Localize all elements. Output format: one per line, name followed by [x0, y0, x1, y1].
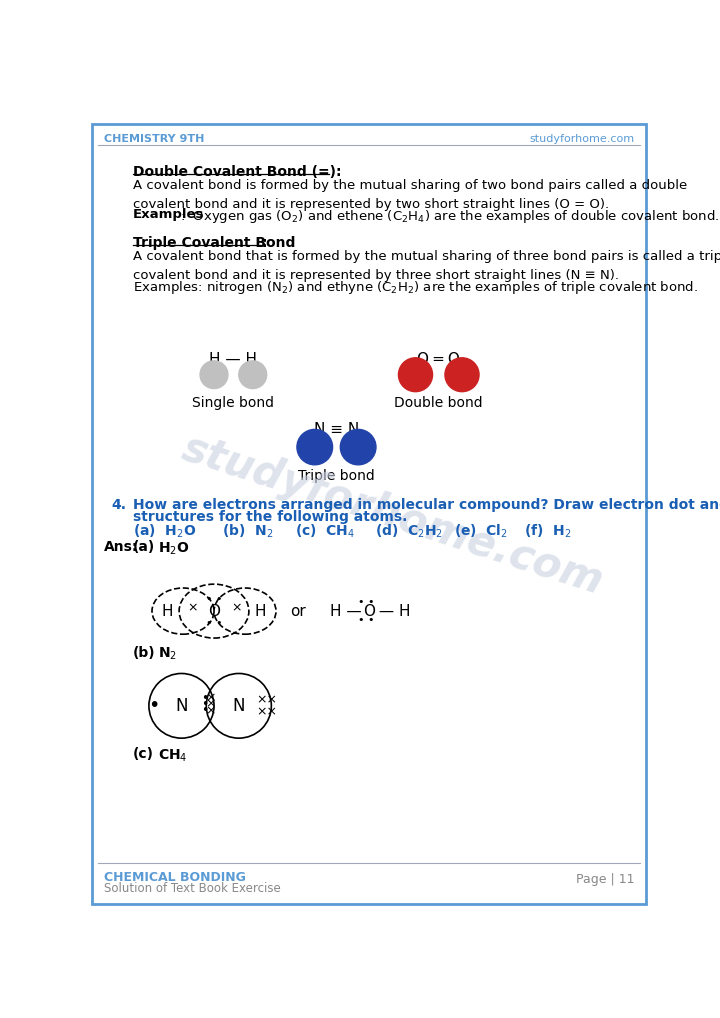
Text: Triple Covalent Bond: Triple Covalent Bond	[132, 236, 295, 250]
Text: Solution of Text Book Exercise: Solution of Text Book Exercise	[104, 883, 281, 895]
Circle shape	[239, 360, 266, 389]
Circle shape	[398, 357, 433, 392]
Text: ×: ×	[187, 602, 197, 615]
Text: ×: ×	[205, 691, 215, 704]
Text: or: or	[290, 604, 305, 619]
Text: •: •	[148, 696, 159, 716]
Text: •: •	[201, 703, 208, 717]
Text: O: O	[208, 604, 220, 619]
Text: (c)  CH$_4$: (c) CH$_4$	[295, 522, 356, 540]
Text: ×: ×	[231, 602, 242, 615]
Text: • •: • •	[359, 615, 375, 625]
Text: Triple bond: Triple bond	[298, 468, 375, 483]
Text: (a): (a)	[132, 541, 155, 554]
Circle shape	[200, 360, 228, 389]
Text: (e)  Cl$_2$: (e) Cl$_2$	[454, 522, 508, 540]
Text: • •: • •	[206, 593, 222, 604]
Text: Examples: Examples	[132, 209, 204, 221]
Text: (b): (b)	[132, 645, 156, 660]
Text: :  Oxygen gas (O$_2$) and ethene (C$_2$H$_4$) are the examples of double covalen: : Oxygen gas (O$_2$) and ethene (C$_2$H$…	[180, 209, 719, 225]
Text: ×: ×	[205, 703, 215, 717]
Circle shape	[341, 430, 376, 465]
Text: ××: ××	[256, 705, 277, 719]
Text: Page | 11: Page | 11	[575, 872, 634, 886]
Text: • •: • •	[206, 618, 222, 628]
Text: A covalent bond is formed by the mutual sharing of two bond pairs called a doubl: A covalent bond is formed by the mutual …	[132, 179, 687, 211]
Text: N$_2$: N$_2$	[158, 645, 177, 662]
Text: 4.: 4.	[112, 498, 127, 512]
Text: O: O	[363, 604, 375, 619]
Text: :: :	[261, 236, 267, 250]
Text: O ═ O: O ═ O	[418, 351, 460, 366]
Circle shape	[297, 430, 333, 465]
Text: H$_2$O: H$_2$O	[158, 541, 189, 557]
Text: CH$_4$: CH$_4$	[158, 747, 188, 764]
Text: studyforhome.com: studyforhome.com	[176, 427, 608, 603]
Text: N: N	[175, 696, 188, 715]
Text: Double Covalent Bond (=):: Double Covalent Bond (=):	[132, 165, 341, 178]
Text: • •: • •	[359, 597, 375, 607]
Text: N: N	[233, 696, 245, 715]
Text: How are electrons arranged in molecular compound? Draw electron dot and cross: How are electrons arranged in molecular …	[132, 498, 720, 512]
Text: H: H	[162, 604, 174, 619]
Text: structures for the following atoms.: structures for the following atoms.	[132, 510, 407, 524]
Text: H: H	[255, 604, 266, 619]
Text: — H: — H	[374, 604, 410, 619]
Text: (f)  H$_2$: (f) H$_2$	[524, 522, 572, 540]
Text: ××: ××	[256, 693, 277, 706]
Text: Examples: nitrogen (N$_2$) and ethyne (C$_2$H$_2$) are the examples of triple co: Examples: nitrogen (N$_2$) and ethyne (C…	[132, 279, 698, 296]
Text: Single bond: Single bond	[192, 396, 274, 409]
Text: (a)  H$_2$O: (a) H$_2$O	[132, 522, 196, 540]
Text: Ans:: Ans:	[104, 541, 138, 554]
Text: •: •	[201, 691, 208, 704]
Text: H —: H —	[330, 604, 362, 619]
Text: H — H: H — H	[210, 351, 257, 366]
Circle shape	[445, 357, 479, 392]
Text: N ≡ N: N ≡ N	[314, 422, 359, 438]
Text: CHEMICAL BONDING: CHEMICAL BONDING	[104, 870, 246, 884]
Text: studyforhome.com: studyforhome.com	[529, 134, 634, 145]
Text: (b)  N$_2$: (b) N$_2$	[222, 522, 273, 540]
Text: (c): (c)	[132, 747, 153, 761]
Text: ×: ×	[205, 697, 215, 711]
Text: (d)  C$_2$H$_2$: (d) C$_2$H$_2$	[375, 522, 444, 540]
Text: Double bond: Double bond	[395, 396, 483, 409]
Text: A covalent bond that is formed by the mutual sharing of three bond pairs is call: A covalent bond that is formed by the mu…	[132, 250, 720, 282]
Text: •: •	[201, 697, 208, 711]
Text: CHEMISTRY 9TH: CHEMISTRY 9TH	[104, 134, 204, 145]
